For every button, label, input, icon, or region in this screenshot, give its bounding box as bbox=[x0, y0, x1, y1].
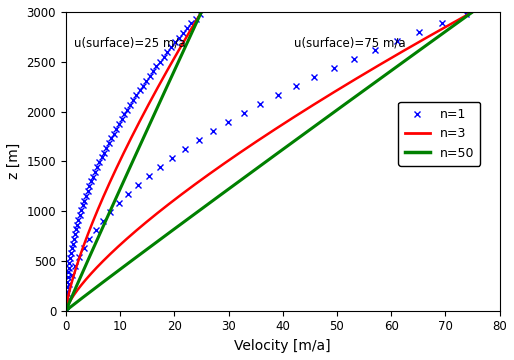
n=1 bbox=[111, 131, 117, 135]
Legend: n=1, n=3, n=50: n=1, n=3, n=50 bbox=[398, 102, 481, 166]
n=1 bbox=[102, 147, 108, 151]
n=50 bbox=[173, 64, 179, 68]
n=50 bbox=[198, 10, 205, 14]
n=50 bbox=[135, 147, 141, 151]
n=1 bbox=[198, 10, 205, 14]
Line: n=1: n=1 bbox=[63, 9, 204, 314]
n=1 bbox=[192, 17, 198, 21]
Line: n=50: n=50 bbox=[66, 12, 201, 311]
n=3 bbox=[194, 17, 200, 21]
n=50 bbox=[195, 17, 201, 21]
n=1 bbox=[63, 309, 69, 313]
n=50 bbox=[127, 165, 133, 169]
n=3 bbox=[131, 131, 137, 135]
n=3 bbox=[122, 147, 128, 151]
Text: u(surface)=75 m/a: u(surface)=75 m/a bbox=[293, 37, 405, 50]
n=1 bbox=[94, 165, 100, 169]
X-axis label: Velocity [m/a]: Velocity [m/a] bbox=[234, 339, 331, 353]
n=3 bbox=[198, 10, 205, 14]
n=1 bbox=[154, 64, 160, 68]
n=3 bbox=[114, 165, 120, 169]
Text: u(surface)=25 m/a: u(surface)=25 m/a bbox=[74, 37, 186, 50]
Y-axis label: z [m]: z [m] bbox=[7, 143, 21, 180]
n=3 bbox=[113, 167, 119, 171]
n=50 bbox=[126, 167, 133, 171]
Line: n=3: n=3 bbox=[66, 12, 201, 311]
n=50 bbox=[63, 309, 69, 313]
n=1 bbox=[94, 167, 100, 171]
n=50 bbox=[142, 131, 149, 135]
n=3 bbox=[167, 64, 173, 68]
n=3 bbox=[63, 309, 69, 313]
